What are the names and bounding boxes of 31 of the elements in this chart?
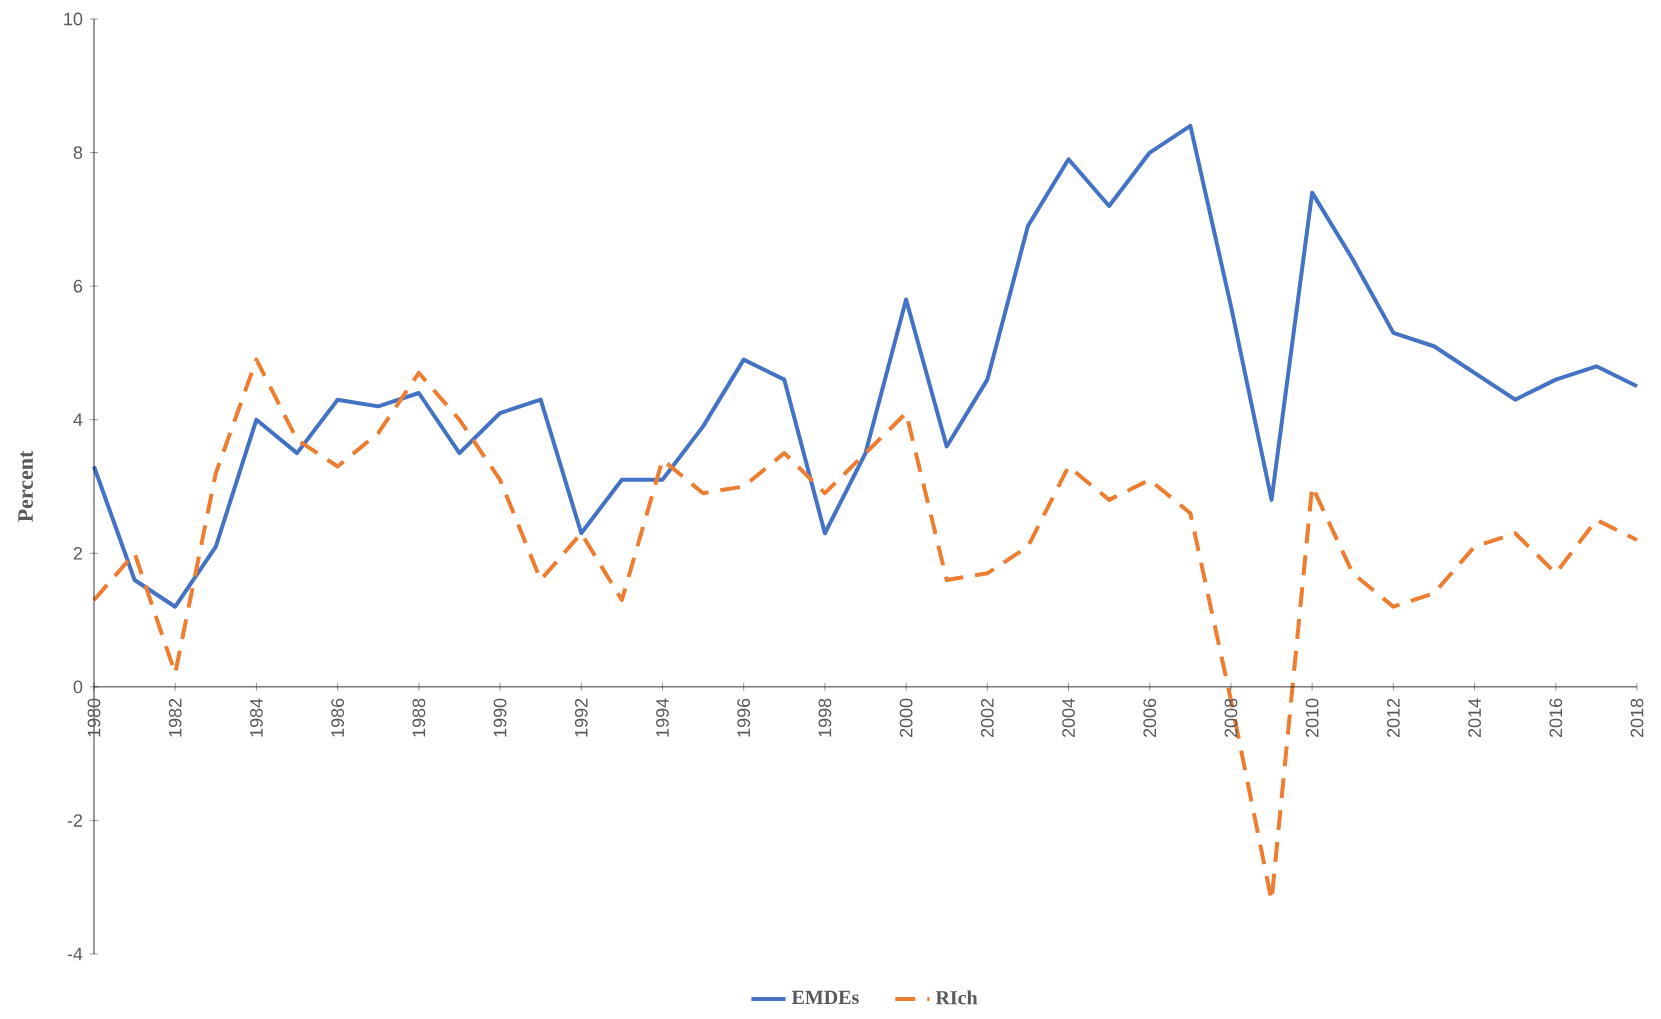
- y-tick-label: 6: [73, 279, 83, 293]
- y-tick-label: -2: [67, 814, 83, 827]
- legend-label: EMDEs: [791, 990, 859, 1005]
- x-tick-label: 1988: [412, 698, 426, 737]
- y-tick-label: 4: [73, 413, 83, 426]
- x-tick-label: 1986: [331, 698, 345, 737]
- y-tick-label: 8: [73, 146, 83, 159]
- legend-label: RIch: [935, 990, 978, 1005]
- x-tick-label: 1998: [818, 698, 832, 737]
- x-tick-label: 1996: [737, 698, 751, 737]
- y-tick-label: 0: [73, 680, 83, 694]
- x-tick-label: 1984: [250, 698, 263, 737]
- x-tick-label: 2008: [1224, 698, 1238, 738]
- x-tick-label: 2014: [1468, 698, 1481, 738]
- x-tick-label: 2006: [1143, 698, 1157, 738]
- x-tick-label: 1992: [574, 698, 588, 737]
- y-tick-label: 2: [73, 546, 83, 560]
- x-tick-label: 2018: [1630, 698, 1644, 738]
- x-tick-label: 1982: [168, 698, 182, 737]
- x-tick-label: 2012: [1386, 698, 1400, 738]
- x-tick-label: 1994: [656, 698, 669, 737]
- y-axis-title: Percent: [18, 450, 33, 522]
- x-tick-label: 2004: [1062, 698, 1075, 738]
- y-tick-label: -4: [67, 947, 83, 961]
- y-tick-label: 10: [64, 12, 83, 26]
- x-tick-label: 2000: [899, 698, 913, 738]
- x-tick-label: 1980: [87, 698, 101, 737]
- x-tick-label: 2010: [1305, 698, 1319, 738]
- x-tick-label: 2002: [980, 698, 994, 738]
- x-tick-label: 1990: [493, 698, 507, 737]
- x-tick-label: 2016: [1549, 698, 1563, 738]
